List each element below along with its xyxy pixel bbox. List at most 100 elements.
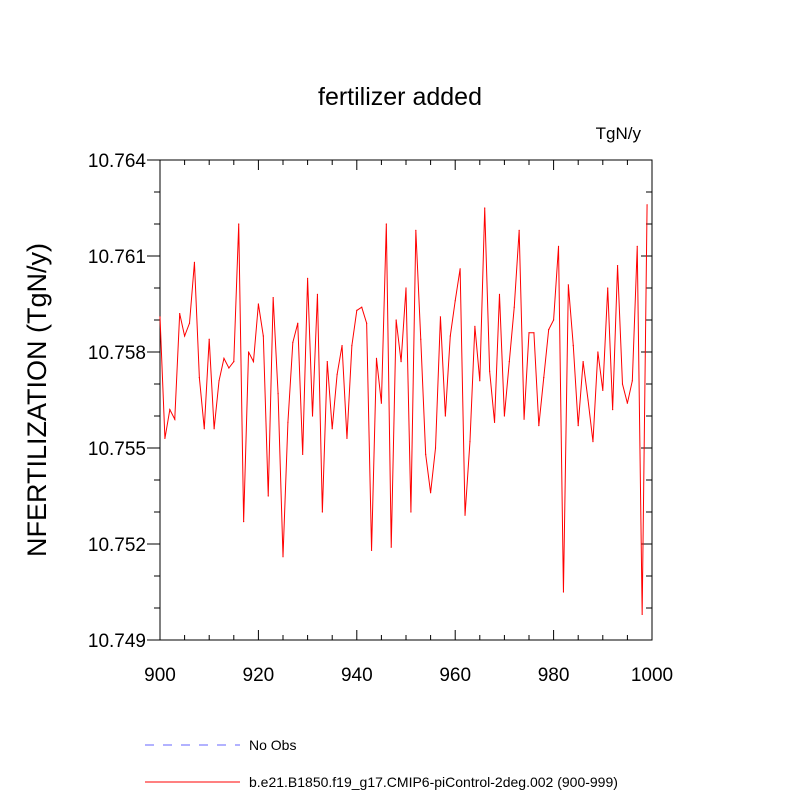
data-point [430, 492, 432, 494]
data-point [538, 425, 540, 427]
data-point [252, 361, 255, 363]
data-point [607, 287, 609, 289]
data-point [272, 297, 274, 299]
data-point [356, 309, 358, 311]
data-point [548, 329, 550, 331]
data-point [188, 322, 191, 324]
data-point [351, 345, 353, 347]
data-point [257, 303, 259, 305]
data-point [479, 380, 481, 382]
data-point [602, 389, 604, 391]
data-point [316, 293, 319, 295]
data-point [553, 319, 555, 321]
data-point [528, 332, 530, 334]
y-tick-label: 10.749 [88, 631, 146, 652]
data-point [557, 245, 560, 247]
y-tick-label: 10.758 [88, 343, 146, 364]
data-point [474, 325, 476, 327]
data-point [174, 418, 176, 420]
data-point [336, 373, 338, 375]
x-tick-label: 920 [243, 665, 275, 686]
y-axis-label: NFERTILIZATION (TgN/y) [22, 243, 52, 557]
data-point [459, 268, 461, 270]
x-tick-label: 980 [538, 665, 570, 686]
data-point [267, 495, 269, 497]
legend-label-piControl: b.e21.B1850.f19_g17.CMIP6-piControl-2deg… [249, 774, 618, 790]
data-point [380, 402, 382, 404]
data-point [198, 377, 200, 379]
data-point [587, 399, 589, 401]
data-point [341, 345, 343, 347]
data-point [297, 322, 299, 324]
y-tick-label: 10.755 [88, 439, 146, 460]
data-point [626, 402, 629, 404]
y-tick-label: 10.761 [88, 247, 146, 268]
data-point [592, 441, 594, 443]
data-point [493, 421, 496, 423]
data-point [218, 380, 220, 382]
plot-frame [159, 159, 653, 641]
chart-units: TgN/y [596, 124, 642, 143]
data-point [405, 287, 407, 289]
data-point [425, 453, 427, 455]
data-point [410, 511, 412, 513]
legend-label-no-obs: No Obs [249, 737, 296, 753]
data-point [395, 319, 397, 321]
data-point [311, 415, 314, 417]
data-point [577, 425, 579, 427]
data-point [454, 300, 456, 302]
data-point [326, 361, 328, 363]
data-point [582, 361, 584, 363]
data-point [233, 361, 235, 363]
x-tick-label: 1000 [631, 665, 673, 686]
data-point [385, 223, 387, 225]
data-point [641, 613, 643, 616]
data-point [439, 316, 442, 318]
data-point [346, 437, 348, 439]
data-point [489, 370, 491, 372]
data-point [400, 361, 402, 363]
data-point [277, 393, 279, 395]
y-tick-label: 10.752 [88, 535, 146, 556]
data-point [636, 245, 638, 247]
axis-tick-labels: 900 920 940 960 980 1000 10.749 10.752 10.755 10.… [88, 151, 673, 686]
data-point [361, 306, 363, 308]
data-point [331, 428, 333, 430]
series-line-piControl [159, 204, 648, 615]
data-point [503, 415, 505, 417]
data-point [179, 313, 181, 315]
data-point [238, 223, 240, 225]
data-point [164, 437, 166, 439]
data-point [484, 207, 486, 209]
data-point [567, 284, 569, 286]
data-point [262, 335, 264, 337]
series-points [159, 204, 648, 616]
axis-ticks [147, 159, 653, 641]
data-point [169, 409, 171, 411]
data-point [366, 322, 368, 324]
data-point [287, 421, 289, 423]
data-point [518, 229, 520, 231]
data-point [621, 383, 624, 385]
data-point [572, 345, 574, 347]
data-point [193, 261, 196, 263]
data-point [498, 293, 501, 295]
data-point [159, 316, 161, 318]
data-point [420, 338, 422, 340]
data-point [223, 357, 225, 359]
x-tick-label: 940 [341, 665, 373, 686]
data-point [203, 428, 205, 430]
data-point [282, 556, 284, 558]
data-point [321, 511, 323, 513]
data-point [302, 453, 304, 455]
data-point [616, 265, 619, 267]
data-point [243, 521, 245, 523]
data-point [508, 361, 510, 363]
data-point [543, 377, 545, 379]
legend: No Obs b.e21.B1850.f19_g17.CMIP6-piContr… [145, 737, 618, 790]
data-point [390, 546, 392, 548]
data-point [370, 549, 373, 552]
data-point [375, 357, 378, 359]
data-point [228, 367, 230, 369]
